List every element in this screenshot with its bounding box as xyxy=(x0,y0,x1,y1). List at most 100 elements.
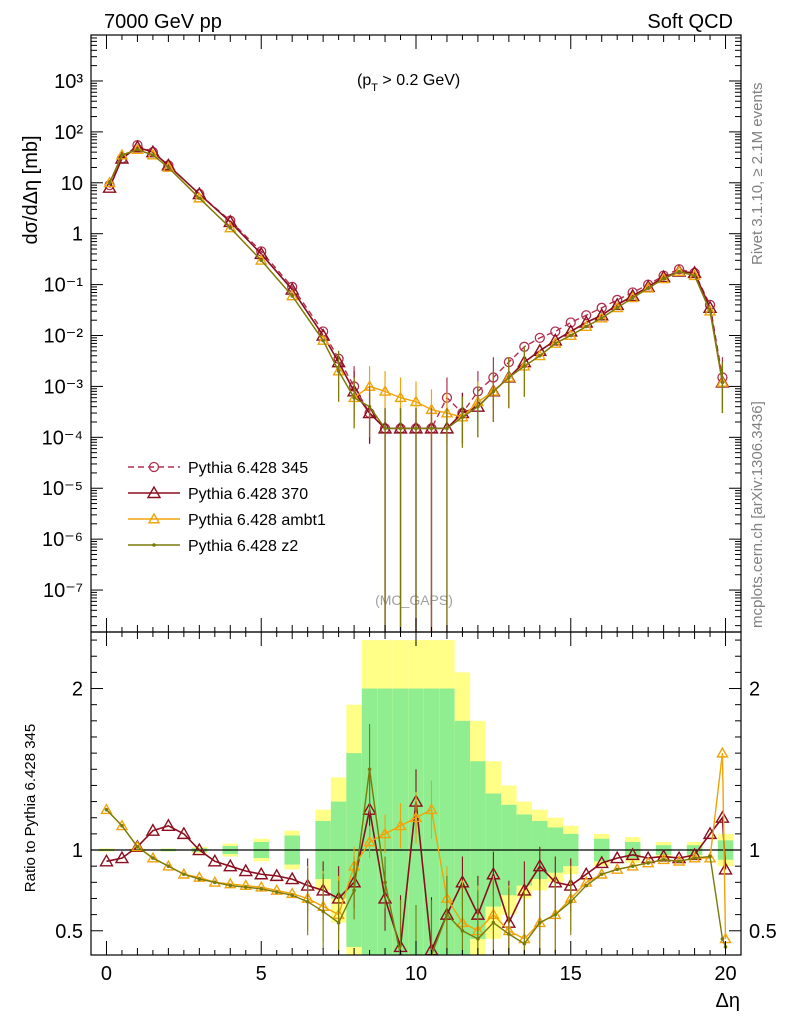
ratio-point xyxy=(507,932,511,936)
data-point xyxy=(285,289,299,301)
ratio-point xyxy=(609,850,625,864)
ratio-point xyxy=(146,851,160,863)
data-point xyxy=(568,333,573,338)
ratio-point xyxy=(336,920,341,925)
ratio-point xyxy=(594,855,609,869)
data-point xyxy=(254,246,269,260)
data-point xyxy=(445,426,449,431)
ratio-point xyxy=(661,857,666,862)
ratio-point xyxy=(383,880,387,885)
ratio-point xyxy=(715,810,730,823)
axes: 10⁻⁷ 10⁻⁶ 10⁻⁵ 10⁻⁴ 10⁻³ 10⁻² 10⁻¹ 1 10 10² 10³ 0 5 1… xyxy=(42,34,777,985)
ratio-tick-label: 1 xyxy=(72,840,83,862)
y-tick-label: 10 xyxy=(61,173,83,195)
mcplots-label: mcplots.cern.ch [arXiv:1306.3436] xyxy=(749,401,766,628)
legend-marker xyxy=(148,461,160,473)
ratio-point xyxy=(692,856,697,860)
data-point xyxy=(414,426,418,431)
ratio-point xyxy=(238,863,253,877)
data-point xyxy=(378,384,392,396)
y-tick-label: 10⁻⁵ xyxy=(42,478,83,500)
ratio-point xyxy=(239,879,252,891)
ratio-point xyxy=(255,880,268,892)
data-point xyxy=(692,273,697,278)
data-point xyxy=(507,375,511,380)
ratio-point xyxy=(445,912,449,917)
ratio-series xyxy=(91,724,741,955)
ratio-tick-label: 2 xyxy=(72,679,83,701)
ratio-point xyxy=(532,858,548,872)
ratio-point xyxy=(228,883,233,888)
ratio-point xyxy=(305,899,310,904)
top-ylabel: dσ/dΔη [mb] xyxy=(20,135,42,244)
y-tick-label: 10⁻³ xyxy=(44,376,84,398)
y-tick-label: 10³ xyxy=(54,71,83,93)
data-point xyxy=(720,380,725,385)
x-tick-label: 5 xyxy=(256,963,267,985)
ratio-tick-label: 0.5 xyxy=(55,921,83,943)
y-tick-label: 10⁻⁷ xyxy=(43,580,83,602)
data-point xyxy=(409,395,423,407)
ratio-point xyxy=(703,851,717,863)
ratio-tick-label: 0.5 xyxy=(749,921,777,943)
legend: Pythia 6.428 345 Pythia 6.428 370 Pythia 6… xyxy=(128,460,326,555)
data-point xyxy=(460,415,465,419)
data-point xyxy=(162,161,175,172)
ratio-point xyxy=(213,880,217,885)
band-inner-bin xyxy=(439,688,455,955)
y-tick-label: 10² xyxy=(54,122,83,144)
ratio-point xyxy=(553,912,558,917)
data-point xyxy=(641,281,655,293)
data-point xyxy=(352,395,356,400)
data-point xyxy=(135,147,140,152)
ratio-point xyxy=(207,853,223,867)
data-point xyxy=(197,196,202,200)
data-point xyxy=(565,317,576,328)
ratio-point xyxy=(197,877,202,881)
ratio-point xyxy=(657,853,670,865)
data-point xyxy=(491,389,496,394)
band-inner-bin xyxy=(454,720,471,955)
ratio-point xyxy=(625,847,640,861)
ratio-point xyxy=(491,920,496,925)
analysis-label: (MC_GAPS) xyxy=(375,592,453,608)
ratio-point xyxy=(182,872,186,877)
ratio-point xyxy=(224,877,237,889)
data-point xyxy=(316,334,330,345)
bottom-ylabel: Ratio to Pythia 6.428 345 xyxy=(22,724,39,892)
ratio-point xyxy=(151,856,155,860)
data-point xyxy=(151,153,155,157)
data-point xyxy=(321,338,325,343)
data-point xyxy=(228,226,233,230)
ratio-point xyxy=(409,811,423,823)
data-point xyxy=(538,353,542,358)
ratio-point xyxy=(259,886,264,891)
legend-label: Pythia 6.428 ambt1 xyxy=(188,512,326,529)
ratio-point xyxy=(677,859,681,864)
data-point xyxy=(708,309,712,314)
ratio-point xyxy=(718,861,733,875)
header-left: 7000 GeV pp xyxy=(104,11,222,33)
data-point xyxy=(193,191,206,203)
y-tick-label: 1 xyxy=(72,224,83,246)
data-point xyxy=(550,326,561,337)
ratio-point xyxy=(522,941,527,946)
data-point xyxy=(166,165,171,170)
ratio-point xyxy=(100,803,113,815)
data-point xyxy=(259,258,264,263)
ratio-point xyxy=(615,867,619,872)
ratio-line xyxy=(105,769,727,955)
ratio-tick-label: 1 xyxy=(749,840,760,862)
data-point xyxy=(224,221,237,233)
rivet-label: Rivet 3.1.10, ≥ 2.1M events xyxy=(749,83,766,266)
ratio-point xyxy=(254,866,269,880)
ratio-point xyxy=(646,861,650,865)
x-tick-label: 10 xyxy=(405,963,427,985)
cut-sub: T xyxy=(371,82,378,94)
legend-marker xyxy=(152,543,156,547)
ratio-tick-label: 2 xyxy=(749,679,760,701)
ratio-point xyxy=(243,885,248,889)
ratio-point xyxy=(378,827,392,839)
top-series xyxy=(102,139,730,632)
ratio-point xyxy=(716,746,729,758)
